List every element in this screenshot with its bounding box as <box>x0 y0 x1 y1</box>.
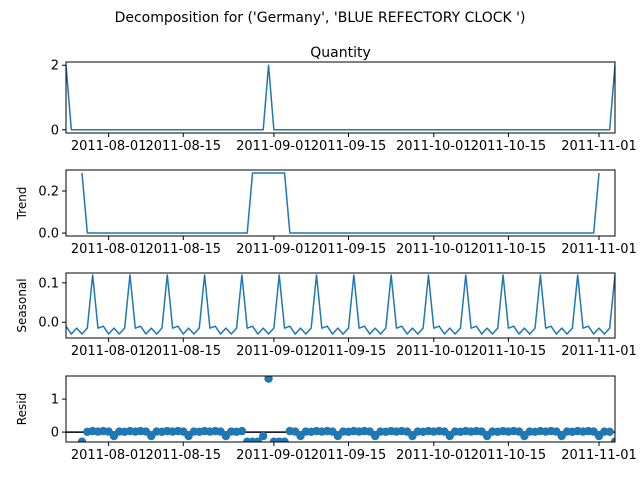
axes-frame-resid <box>65 375 616 443</box>
y-tick-label: 0.1 <box>38 276 59 291</box>
resid-point <box>259 431 268 441</box>
x-tick-label: 2011-09-01 <box>236 448 312 463</box>
plot-area-resid <box>66 376 615 442</box>
plot-area-quantity <box>66 64 615 131</box>
resid-point <box>77 437 87 442</box>
y-tick-label: 0 <box>51 426 59 441</box>
trend-series-line <box>81 172 600 234</box>
x-tick-label: 2011-09-01 <box>236 344 312 359</box>
y-axis-label: Trend <box>15 187 29 221</box>
resid-point <box>610 437 615 442</box>
x-tick-label: 2011-09-01 <box>236 139 312 154</box>
x-tick-label: 2011-10-01 <box>396 139 472 154</box>
x-tick-label: 2011-10-01 <box>396 344 472 359</box>
figure-suptitle: Decomposition for ('Germany', 'BLUE REFE… <box>115 10 526 26</box>
x-tick-label: 2011-08-15 <box>145 344 221 359</box>
x-tick-label: 2011-09-15 <box>311 344 387 359</box>
y-tick-label: 0.0 <box>38 316 59 331</box>
y-tick-label: 2 <box>51 59 59 74</box>
x-tick-label: 2011-08-15 <box>145 448 221 463</box>
x-tick-label: 2011-09-01 <box>236 242 312 257</box>
x-tick-label: 2011-10-01 <box>396 448 472 463</box>
x-tick-label: 2011-09-15 <box>311 242 387 257</box>
axes-frame-quantity <box>65 61 616 134</box>
x-tick-label: 2011-11-01 <box>561 139 637 154</box>
x-tick-label: 2011-09-15 <box>311 448 387 463</box>
x-tick-label: 2011-10-15 <box>471 448 547 463</box>
x-tick-label: 2011-08-15 <box>145 139 221 154</box>
seasonal-series-line <box>66 274 615 335</box>
panel-resid: 0 1 2011-08-01 2011-08-15 2011-09-01 2011-09-… <box>15 375 637 463</box>
x-tick-label: 2011-11-01 <box>561 448 637 463</box>
x-tick-label: 2011-10-15 <box>471 242 547 257</box>
resid-point <box>605 427 614 436</box>
x-tick-label: 2011-08-01 <box>71 242 147 257</box>
resid-point <box>280 437 289 442</box>
x-tick-label: 2011-10-15 <box>471 139 547 154</box>
x-tick-label: 2011-08-15 <box>145 242 221 257</box>
x-tick-label: 2011-08-01 <box>71 448 147 463</box>
axes-frame-seasonal <box>65 272 616 339</box>
x-tick-label: 2011-09-15 <box>311 139 387 154</box>
resid-point <box>237 426 247 436</box>
panel-quantity: 0 2 2011-08-01 2011-08-15 2011-09-01 2011-09-… <box>51 45 637 154</box>
y-tick-label: 0.2 <box>38 185 59 200</box>
x-tick-label: 2011-10-01 <box>396 242 472 257</box>
x-tick-label: 2011-08-01 <box>71 344 147 359</box>
plot-area-seasonal <box>66 274 615 335</box>
y-tick-label: 0.0 <box>38 227 59 242</box>
x-tick-label: 2011-11-01 <box>561 344 637 359</box>
x-tick-label: 2011-10-15 <box>471 344 547 359</box>
x-tick-label: 2011-08-01 <box>71 139 147 154</box>
quantity-series-line <box>66 64 615 131</box>
axes-frame-trend <box>65 169 616 237</box>
y-axis-label: Resid <box>15 393 29 425</box>
resid-point <box>264 376 273 383</box>
y-tick-label: 0 <box>51 123 59 138</box>
y-axis-label: Seasonal <box>15 278 29 332</box>
y-tick-label: 1 <box>51 393 59 408</box>
panel-title: Quantity <box>310 45 371 61</box>
plot-area-trend <box>81 172 600 234</box>
x-tick-label: 2011-11-01 <box>561 242 637 257</box>
